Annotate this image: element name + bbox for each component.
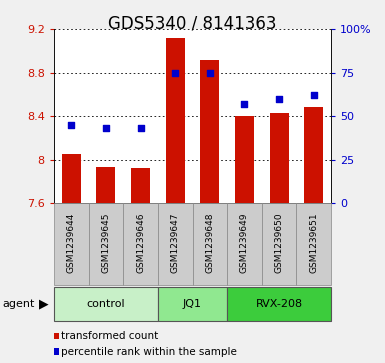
Point <box>241 101 248 107</box>
Text: GSM1239645: GSM1239645 <box>101 212 110 273</box>
Point <box>276 96 282 102</box>
Text: RVX-208: RVX-208 <box>256 299 303 309</box>
Bar <box>131 168 150 203</box>
Text: GSM1239649: GSM1239649 <box>240 212 249 273</box>
Bar <box>54 287 158 321</box>
Text: GSM1239646: GSM1239646 <box>136 212 145 273</box>
Bar <box>200 60 219 203</box>
Point <box>172 70 178 76</box>
Text: transformed count: transformed count <box>61 331 158 341</box>
Point <box>103 126 109 131</box>
Bar <box>54 203 89 285</box>
Bar <box>158 287 227 321</box>
Point <box>207 70 213 76</box>
Text: GSM1239647: GSM1239647 <box>171 212 180 273</box>
Text: agent: agent <box>2 299 34 309</box>
Bar <box>123 203 158 285</box>
Bar <box>235 116 254 203</box>
Text: JQ1: JQ1 <box>183 299 202 309</box>
Bar <box>96 167 116 203</box>
Text: GSM1239650: GSM1239650 <box>275 212 284 273</box>
Bar <box>296 203 331 285</box>
Bar <box>270 113 289 203</box>
Point <box>68 122 74 128</box>
Bar <box>158 203 192 285</box>
Bar <box>89 203 123 285</box>
Point <box>311 92 317 98</box>
Text: control: control <box>87 299 125 309</box>
Bar <box>227 287 331 321</box>
Text: percentile rank within the sample: percentile rank within the sample <box>61 347 237 357</box>
Text: GSM1239648: GSM1239648 <box>205 212 214 273</box>
Bar <box>192 203 227 285</box>
Bar <box>304 107 323 203</box>
Text: GSM1239644: GSM1239644 <box>67 212 76 273</box>
Bar <box>227 203 262 285</box>
Text: ▶: ▶ <box>38 298 48 310</box>
Text: GDS5340 / 8141363: GDS5340 / 8141363 <box>108 15 277 33</box>
Bar <box>262 203 296 285</box>
Point <box>137 126 144 131</box>
Bar <box>62 154 81 203</box>
Text: GSM1239651: GSM1239651 <box>309 212 318 273</box>
Bar <box>166 38 185 203</box>
